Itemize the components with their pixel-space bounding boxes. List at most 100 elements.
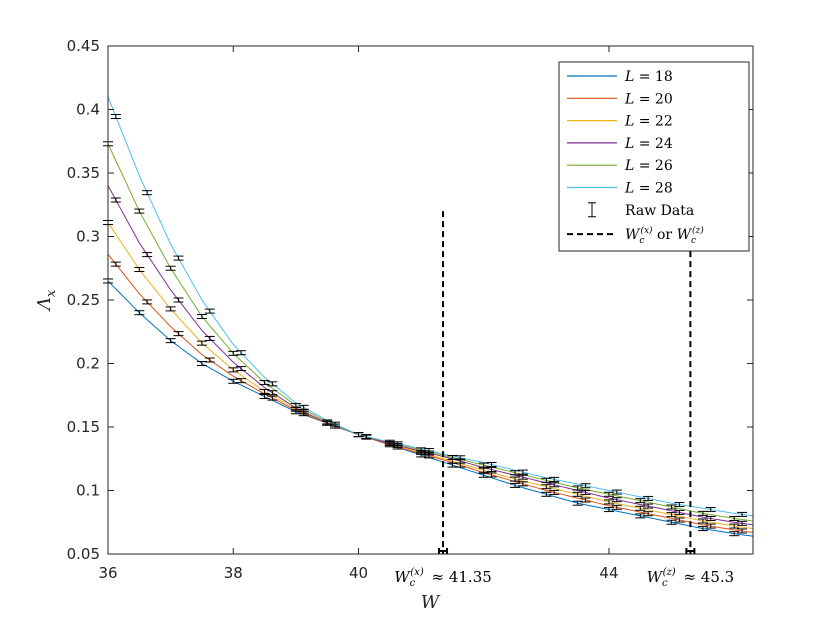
raw-data-point <box>196 314 207 320</box>
critical-error-bar-1 <box>685 548 696 554</box>
raw-data-point <box>204 357 215 363</box>
raw-data-point <box>611 497 622 503</box>
raw-data-point <box>486 472 497 478</box>
raw-data-point <box>737 528 748 534</box>
raw-data-point <box>228 367 239 373</box>
raw-data-point <box>478 467 489 473</box>
raw-data-point <box>603 491 614 497</box>
legend-label-L20: L = 20 <box>624 91 673 107</box>
raw-data-point <box>541 491 552 497</box>
raw-data-point <box>510 470 521 476</box>
raw-data-point <box>674 517 685 523</box>
y-tick-label: 0.45 <box>67 37 100 55</box>
raw-data-point <box>510 476 521 482</box>
y-tick-label: 0.05 <box>67 545 100 563</box>
raw-data-point <box>572 491 583 497</box>
raw-data-point <box>517 469 528 475</box>
x-tick-label: 36 <box>98 564 117 582</box>
x-tick-label: 44 <box>599 564 618 582</box>
legend-swatch-raw-data <box>588 202 596 218</box>
critical-annotation-0: Wc(x) ≈ 41.35 <box>394 567 492 589</box>
y-tick-label: 0.3 <box>76 228 100 246</box>
raw-data-point <box>611 504 622 510</box>
y-tick-label: 0.35 <box>67 164 100 182</box>
raw-data-point <box>705 515 716 521</box>
raw-data-point <box>361 434 372 440</box>
raw-data-point <box>134 208 145 214</box>
raw-data-point <box>549 476 560 482</box>
raw-data-point <box>134 267 145 273</box>
raw-data-point <box>173 297 184 303</box>
raw-data-point <box>110 197 121 203</box>
critical-error-bar-0 <box>438 548 449 554</box>
raw-data-point <box>236 366 247 372</box>
raw-data-point <box>267 390 278 396</box>
raw-data-point <box>330 421 341 427</box>
raw-data-point <box>142 299 153 305</box>
raw-data-point <box>635 505 646 511</box>
raw-data-point <box>173 331 184 337</box>
raw-data-point <box>643 503 654 509</box>
raw-data-point <box>416 447 427 453</box>
raw-data-point <box>549 489 560 495</box>
raw-data-point <box>643 511 654 517</box>
raw-data-point <box>729 523 740 529</box>
raw-data-point <box>259 380 270 386</box>
raw-data-point <box>697 518 708 524</box>
legend: L = 18 L = 20 L = 22 L = 24 L = 26 L = 28 Raw … <box>558 61 750 252</box>
raw-data-point <box>165 265 176 271</box>
raw-data-point <box>666 519 677 525</box>
raw-data-point <box>228 350 239 356</box>
raw-data-point <box>580 483 591 489</box>
x-tick-label: 38 <box>224 564 243 582</box>
y-axis-label: Λx <box>34 289 59 312</box>
raw-data-point <box>236 350 247 356</box>
x-tick-label: 40 <box>349 564 368 582</box>
legend-label-L28: L = 28 <box>624 181 673 197</box>
raw-data-point <box>674 501 685 507</box>
raw-data-point <box>298 404 309 410</box>
raw-data-point <box>204 308 215 314</box>
legend-label-L18: L = 18 <box>624 69 673 85</box>
raw-data-point <box>455 455 466 461</box>
raw-data-point <box>478 462 489 468</box>
raw-data-point <box>635 513 646 519</box>
raw-data-point <box>322 419 333 425</box>
raw-data-point <box>697 526 708 532</box>
raw-data-point <box>142 190 153 196</box>
y-tick-label: 0.15 <box>67 418 100 436</box>
raw-data-point <box>259 388 270 394</box>
raw-data-point <box>353 432 364 438</box>
y-tick-label: 0.25 <box>67 291 100 309</box>
legend-label-raw-data: Raw Data <box>625 203 694 219</box>
raw-data-point <box>643 495 654 501</box>
raw-data-point <box>228 378 239 384</box>
raw-data-point <box>729 531 740 537</box>
raw-data-point <box>705 507 716 513</box>
legend-label-L24: L = 24 <box>624 136 673 152</box>
critical-annotation-1: Wc(z) ≈ 45.3 <box>647 567 735 589</box>
raw-data-point <box>236 378 247 384</box>
raw-data-point <box>572 500 583 506</box>
raw-data-point <box>666 512 677 518</box>
raw-data-point <box>611 489 622 495</box>
raw-data-point <box>423 447 434 453</box>
raw-data-point <box>196 340 207 346</box>
critical-lines-group <box>438 211 696 554</box>
y-tick-label: 0.2 <box>76 355 100 373</box>
raw-data-point <box>737 520 748 526</box>
legend-label-L26: L = 26 <box>624 158 673 174</box>
raw-data-point <box>134 310 145 316</box>
raw-data-point <box>510 482 521 488</box>
legend-label-L22: L = 22 <box>624 114 673 130</box>
raw-data-point <box>541 477 552 483</box>
raw-data-point <box>737 511 748 517</box>
legend-label-critical: Wc(x) or Wc(z) <box>625 225 704 246</box>
raw-data-point <box>705 523 716 529</box>
series-line-L20 <box>107 253 754 533</box>
raw-data-point <box>165 306 176 312</box>
raw-data-point <box>110 261 121 267</box>
raw-data-point <box>486 461 497 467</box>
raw-data-point <box>392 441 403 447</box>
x-axis-label: W <box>421 592 441 613</box>
